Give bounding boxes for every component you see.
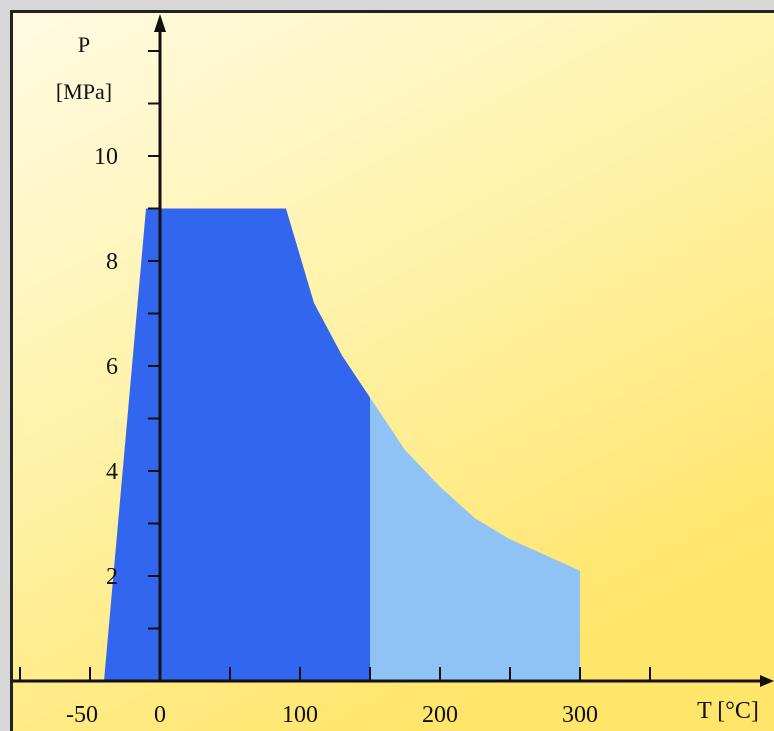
x-tick-label: -50 [66,702,98,728]
y-tick-label: 2 [106,564,118,590]
y-tick-label: 4 [106,459,118,485]
x-axis-label: T [°C] [697,698,759,724]
frame-left-border [10,10,13,731]
area-series-group [104,208,580,681]
x-axis-arrow [760,675,774,687]
x-tick-label: 200 [422,702,458,728]
x-tick-label: 0 [154,702,166,728]
x-tick-label: 300 [562,702,598,728]
y-tick-label: 6 [106,354,118,380]
y-axis-label-unit: [MPa] [56,79,112,104]
frame-top-border [12,10,774,13]
y-tick-label: 10 [94,144,118,170]
y-tick-label: 8 [106,249,118,275]
x-tick-label: 100 [282,702,318,728]
y-tick-group: 2 4 6 8 10 [94,50,160,630]
x-tick-group: -50 0 100 200 300 [19,667,651,728]
area-region-2 [370,397,580,681]
area-region-1 [104,208,370,681]
y-axis-label-symbol: P [78,32,90,57]
y-axis-arrow [154,14,166,32]
